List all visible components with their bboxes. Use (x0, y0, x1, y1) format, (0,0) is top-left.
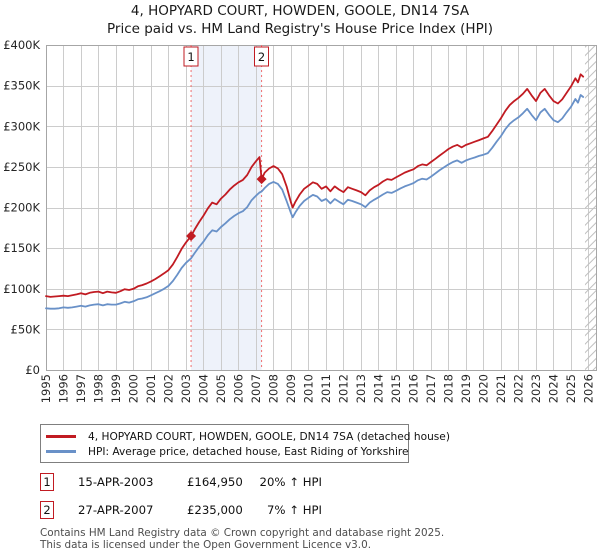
sale-hpi-diff: 7% ↑ HPI (266, 503, 322, 517)
x-axis-tick-label: 2026 (581, 374, 595, 403)
x-axis-tick-label: 1996 (56, 374, 70, 403)
x-axis-tick-label: 2023 (529, 374, 543, 403)
sale-number-label: 1 (187, 50, 194, 64)
gridlines (46, 45, 596, 371)
x-axis-tick-label: 2015 (389, 374, 403, 403)
sale-date: 27-APR-2007 (78, 503, 154, 517)
y-axis-tick-label: £150K (3, 241, 40, 255)
x-axis-tick-label: 2025 (564, 374, 578, 403)
y-axis-tick-label: £50K (11, 322, 41, 336)
legend-label: HPI: Average price, detached house, East… (88, 445, 409, 458)
hpi-average-line (45, 94, 585, 310)
y-axis-tick-label: £350K (3, 79, 40, 93)
x-axis-tick-label: 2007 (249, 374, 263, 403)
property-price-line (45, 73, 585, 298)
x-axis-tick-label: 2018 (441, 374, 455, 403)
transaction-row: 1 15-APR-2003 £164,950 20% ↑ HPI (40, 473, 570, 493)
sale-number-box (254, 46, 270, 67)
red-line-swatch (46, 435, 76, 438)
x-axis-tick-label: 2004 (196, 374, 210, 403)
x-axis-tick-label: 2016 (406, 374, 420, 403)
x-axis-tick-label: 2009 (284, 374, 298, 403)
x-axis-tick-label: 2013 (354, 374, 368, 403)
sale-point-marker (256, 174, 267, 185)
x-axis-tick-label: 2022 (511, 374, 525, 403)
legend-item-hpi: HPI: Average price, detached house, East… (41, 444, 409, 459)
y-axis-tick-label: £250K (3, 160, 40, 174)
legend-item-property: 4, HOPYARD COURT, HOWDEN, GOOLE, DN14 7S… (41, 429, 450, 444)
x-axis-tick-label: 2019 (459, 374, 473, 403)
sale-number-box (183, 46, 199, 67)
x-axis-tick-label: 2008 (266, 374, 280, 403)
legend-label: 4, HOPYARD COURT, HOWDEN, GOOLE, DN14 7S… (88, 430, 450, 443)
y-axis-tick-label: £200K (3, 201, 40, 215)
x-axis-tick-label: 2020 (476, 374, 490, 403)
x-axis-tick-label: 2017 (424, 374, 438, 403)
sale-price: £235,000 (187, 503, 243, 517)
sale-price: £164,950 (187, 475, 243, 489)
x-axis-tick-label: 2002 (161, 374, 175, 403)
x-axis-tick-label: 1998 (91, 374, 105, 403)
sale-number-label: 2 (258, 50, 265, 64)
footer-line: Contains HM Land Registry data © Crown c… (40, 527, 445, 539)
x-axis-tick-label: 2010 (301, 374, 315, 403)
y-axis-tick-label: £0 (25, 363, 40, 377)
transaction-row: 2 27-APR-2007 £235,000 7% ↑ HPI (40, 501, 570, 521)
x-axis-tick-label: 2005 (214, 374, 228, 403)
sale-point-marker (186, 230, 197, 241)
y-axis-tick-label: £100K (3, 282, 40, 296)
x-axis-tick-label: 2003 (179, 374, 193, 403)
y-axis-tick-label: £300K (3, 119, 40, 133)
sale-hpi-diff: 20% ↑ HPI (259, 475, 322, 489)
x-axis-tick-label: 1997 (74, 374, 88, 403)
x-axis-tick-label: 2021 (494, 374, 508, 403)
x-axis-tick-label: 2014 (371, 374, 385, 403)
x-axis-tick-label: 2006 (231, 374, 245, 403)
x-axis-tick-label: 1995 (39, 374, 53, 403)
page-subtitle: Price paid vs. HM Land Registry's House … (107, 21, 493, 37)
sale-date: 15-APR-2003 (78, 475, 154, 489)
blue-line-swatch (46, 450, 76, 453)
x-axis-tick-label: 1999 (109, 374, 123, 403)
plot-border (46, 45, 597, 371)
x-axis-tick-label: 2012 (336, 374, 350, 403)
sale-number-badge: 1 (40, 473, 54, 491)
x-axis-tick-label: 2000 (126, 374, 140, 403)
x-axis-tick-label: 2011 (319, 374, 333, 403)
page-title: 4, HOPYARD COURT, HOWDEN, GOOLE, DN14 7S… (130, 3, 470, 19)
sale-number-badge: 2 (40, 501, 54, 519)
price-history-chart: 1 2 £0 £50K £100K £150K £200K £250K £300K £350K £4… (3, 38, 597, 403)
y-axis-tick-label: £400K (3, 38, 40, 52)
x-axis-tick-label: 2001 (144, 374, 158, 403)
x-axis-tick-label: 2024 (546, 374, 560, 403)
future-hatch-region (584, 45, 596, 370)
shaded-band-between-sales (191, 45, 262, 370)
copyright-footer: Contains HM Land Registry data © Crown c… (40, 527, 445, 551)
footer-line: This data is licensed under the Open Gov… (40, 538, 372, 551)
chart-legend: 4, HOPYARD COURT, HOWDEN, GOOLE, DN14 7S… (40, 424, 450, 463)
